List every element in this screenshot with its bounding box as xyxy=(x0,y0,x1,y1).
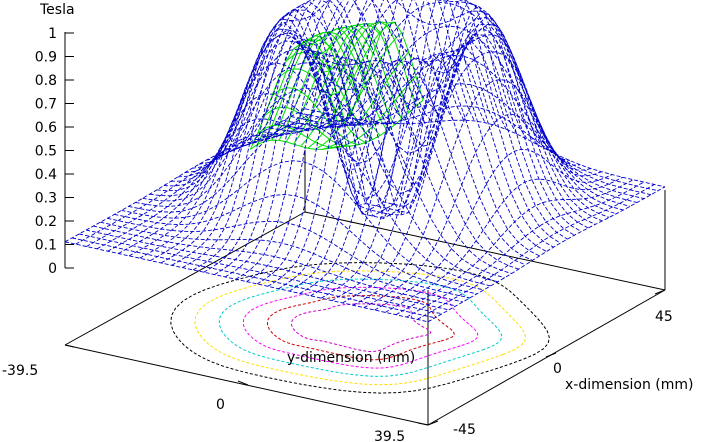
x-axis-ticks: -45 0 45 xyxy=(427,289,673,438)
blue-mesh-line-u-15 xyxy=(224,0,465,278)
blue-mesh-line-u-34 xyxy=(427,186,666,323)
blue-mesh-line-v-19 xyxy=(199,8,561,244)
green-mesh-line-v-6 xyxy=(293,23,381,145)
blue-mesh-line-u-12 xyxy=(192,0,433,271)
z-tick-label-8: 0.8 xyxy=(35,73,57,89)
blue-mesh-line-v-6 xyxy=(107,217,470,299)
green-mesh-line-v-7 xyxy=(300,21,388,147)
blue-mesh-line-u-9 xyxy=(160,0,401,264)
x-tick-label-1: 0 xyxy=(553,361,562,377)
z-tick-label-5: 0.5 xyxy=(35,144,57,160)
y-tick-mark-1 xyxy=(237,380,249,386)
x-tick-label-2: 45 xyxy=(655,309,673,325)
blue-mesh-line-u-18 xyxy=(256,0,497,285)
blue-mesh-line-v-31 xyxy=(283,54,645,200)
blue-mesh-line-v-20 xyxy=(206,4,568,240)
z-tick-label-9: 0.9 xyxy=(35,50,57,66)
blue-mesh-line-v-21 xyxy=(213,0,575,236)
z-axis-ticks: 0 0.1 0.2 0.3 0.4 0.5 0.6 0.7 0.8 0.9 1 xyxy=(35,26,74,277)
blue-mesh-line-v-17 xyxy=(184,18,547,252)
blue-mesh-line-v-32 xyxy=(290,83,652,196)
blue-mesh-line-v-7 xyxy=(114,194,477,295)
green-mesh-line-v-8 xyxy=(307,21,395,149)
blue-mesh-line-v-2 xyxy=(79,233,442,315)
blue-mesh-line-v-11 xyxy=(142,62,505,279)
blue-mesh-line-u-32 xyxy=(406,181,645,318)
blue-mesh-line-v-33 xyxy=(297,105,659,192)
blue-mesh-line-u-24 xyxy=(320,23,560,299)
x-tick-mark-0 xyxy=(427,420,439,426)
blue-mesh-line-v-27 xyxy=(255,0,617,215)
base-front-right-edge xyxy=(427,289,666,426)
blue-mesh-line-v-16 xyxy=(177,22,540,257)
blue-mesh-line-v-30 xyxy=(276,25,638,203)
base-back-left-edge xyxy=(64,211,306,346)
contour-layer xyxy=(170,262,550,394)
x-tick-label-0: -45 xyxy=(453,422,476,438)
blue-mesh-line-v-9 xyxy=(128,122,491,287)
blue-mesh-line-v-24 xyxy=(234,0,596,225)
blue-mesh-line-v-12 xyxy=(149,48,512,274)
blue-mesh-line-u-11 xyxy=(182,0,422,268)
blue-mesh-line-v-8 xyxy=(121,160,484,291)
blue-mesh-line-v-5 xyxy=(100,221,463,303)
blue-mesh-line-u-17 xyxy=(246,0,486,282)
blue-mesh-line-v-4 xyxy=(93,225,456,307)
contour-level-2 xyxy=(218,278,503,377)
blue-mesh-line-u-25 xyxy=(331,34,570,301)
y-tick-label-0: -39.5 xyxy=(2,363,38,379)
blue-mesh-line-v-22 xyxy=(220,0,582,232)
blue-mesh-line-u-1 xyxy=(75,110,316,245)
blue-mesh-line-v-29 xyxy=(269,1,631,207)
contour-level-1 xyxy=(194,270,527,386)
z-tick-label-0: 0 xyxy=(48,261,57,277)
blue-mesh-line-v-34 xyxy=(304,108,666,188)
blue-mesh-line-u-33 xyxy=(417,184,655,320)
contour-level-4 xyxy=(267,295,455,361)
blue-mesh-line-u-4 xyxy=(107,117,348,252)
z-tick-label-6: 0.6 xyxy=(35,120,57,136)
green-mesh-line-u-0 xyxy=(250,139,337,150)
green-mesh-line-v-12 xyxy=(336,99,424,147)
blue-mesh-line-v-18 xyxy=(192,12,554,248)
blue-mesh-line-v-1 xyxy=(72,237,436,319)
blue-mesh-line-v-26 xyxy=(248,0,610,218)
z-tick-label-1: 0.1 xyxy=(35,238,57,254)
base-front-left-edge xyxy=(64,344,429,426)
z-axis-label: Tesla xyxy=(39,2,75,18)
y-tick-label-1: 0 xyxy=(216,397,225,413)
blue-mesh-line-v-0 xyxy=(64,241,429,323)
surface-mesh-blue xyxy=(64,0,666,323)
y-axis-ticks: -39.5 0 39.5 xyxy=(2,344,429,442)
z-tick-label-2: 0.2 xyxy=(35,214,57,230)
y-tick-mark-0 xyxy=(64,344,75,348)
x-tick-mark-2 xyxy=(654,289,666,295)
green-mesh-line-v-2 xyxy=(264,35,352,142)
contour-level-0 xyxy=(170,262,550,394)
green-mesh-line-v-9 xyxy=(314,32,402,150)
y-tick-mark-2 xyxy=(417,422,429,426)
y-axis-label: y-dimension (mm) xyxy=(287,350,415,366)
blue-mesh-line-v-10 xyxy=(135,87,498,283)
blue-mesh-line-v-15 xyxy=(170,28,533,261)
blue-mesh-line-v-28 xyxy=(262,0,624,211)
z-tick-label-3: 0.3 xyxy=(35,191,57,207)
blue-mesh-line-v-3 xyxy=(86,229,449,311)
blue-mesh-line-v-25 xyxy=(241,0,603,222)
x-tick-mark-1 xyxy=(545,352,557,358)
blue-mesh-line-v-23 xyxy=(227,0,589,229)
z-tick-label-4: 0.4 xyxy=(35,167,57,183)
z-tick-label-7: 0.7 xyxy=(35,97,57,113)
contour-level-5 xyxy=(290,303,432,353)
x-axis-label: x-dimension (mm) xyxy=(565,377,694,393)
contour-level-3 xyxy=(242,286,479,369)
z-tick-label-10: 1 xyxy=(48,26,57,42)
y-tick-label-2: 39.5 xyxy=(374,429,405,442)
axis-box xyxy=(64,32,666,426)
